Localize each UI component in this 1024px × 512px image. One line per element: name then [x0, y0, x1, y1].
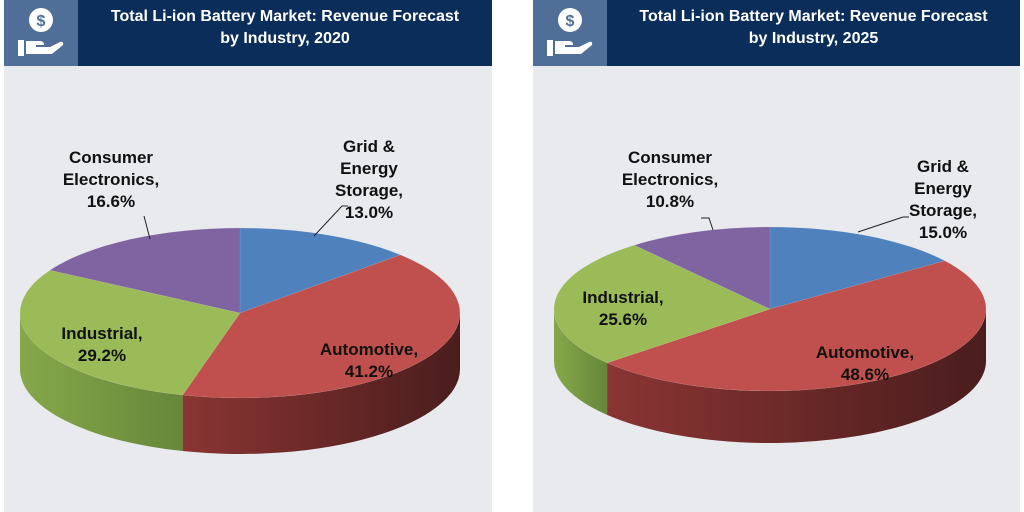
pie-chart-2020: Grid & Energy Storage, 13.0% Automotive, 41.2…: [19, 137, 461, 454]
data-label-automotive: Automotive, 41.2%: [320, 340, 418, 381]
leader-line-consumer-electronics: [701, 217, 714, 231]
title-line-1: Total Li-ion Battery Market: Revenue For…: [639, 8, 988, 25]
title-line-2: by Industry, 2025: [748, 30, 879, 47]
title-line-2: by Industry, 2020: [220, 30, 350, 47]
pie-slice-industrial: [553, 244, 771, 364]
data-label-consumer-electronics: Consumer Electronics, 16.6%: [63, 148, 159, 211]
title-line-1: Total Li-ion Battery Market: Revenue For…: [110, 8, 460, 25]
chart-header: $ Total Li-ion Battery Market: Revenue F…: [4, 0, 492, 66]
money-hand-icon: $: [547, 8, 593, 56]
pie-slice-grid-energy-storage: [769, 226, 946, 310]
pie-slice-automotive: [606, 260, 987, 392]
leader-line-consumer-electronics: [143, 215, 151, 240]
chart-title: Total Li-ion Battery Market: Revenue For…: [78, 6, 492, 50]
data-label-automotive: Automotive, 48.6%: [816, 343, 914, 384]
pie-slice-consumer-electronics: [633, 226, 771, 310]
pie-slice-grid-energy-storage: [239, 227, 402, 314]
chart-panel-2020: $ Total Li-ion Battery Market: Revenue F…: [4, 0, 492, 512]
pie-side-industrial: [20, 313, 183, 452]
data-label-industrial: Industrial, 29.2%: [61, 324, 142, 365]
pie-side-industrial: [554, 309, 608, 415]
svg-text:$: $: [566, 13, 575, 30]
svg-text:$: $: [37, 13, 46, 30]
icon-box: $: [533, 0, 607, 66]
chart-header: $ Total Li-ion Battery Market: Revenue F…: [533, 0, 1020, 66]
data-label-industrial: Industrial, 25.6%: [582, 288, 663, 329]
data-label-grid-energy-storage: Grid & Energy Storage, 13.0%: [335, 137, 403, 222]
pie-side-automotive: [607, 309, 986, 443]
leader-line-grid-energy-storage: [857, 216, 909, 233]
money-hand-icon: $: [18, 8, 64, 56]
pie-slice-automotive: [182, 254, 461, 399]
data-label-grid-energy-storage: Grid & Energy Storage, 15.0%: [909, 157, 977, 242]
pie-chart-2025: Grid & Energy Storage, 15.0% Automotive, 48.6…: [553, 148, 987, 443]
chart-panel-2025: $ Total Li-ion Battery Market: Revenue F…: [533, 0, 1020, 512]
chart-title: Total Li-ion Battery Market: Revenue For…: [607, 6, 1020, 50]
pie-slice-consumer-electronics: [49, 227, 241, 314]
icon-box: $: [4, 0, 78, 66]
pie-side-automotive: [182, 313, 460, 454]
leader-line-grid-energy-storage: [313, 205, 348, 237]
pie-slice-industrial: [19, 269, 241, 396]
data-label-consumer-electronics: Consumer Electronics, 10.8%: [622, 148, 718, 211]
